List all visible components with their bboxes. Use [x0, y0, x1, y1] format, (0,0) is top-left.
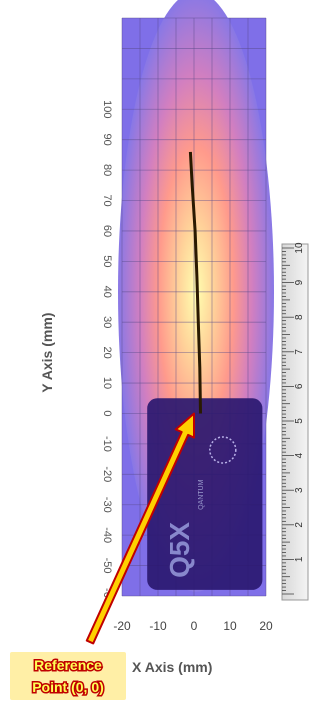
ruler-label: 4	[294, 452, 305, 458]
ruler-label: 1	[294, 556, 305, 562]
ruler-label: 9	[294, 279, 305, 285]
y-axis-title: Y Axis (mm)	[39, 313, 55, 393]
reference-label-line1: Reference	[34, 657, 102, 673]
y-tick-label: 100	[101, 100, 113, 118]
y-tick-label: 90	[101, 134, 113, 146]
x-tick-label: 0	[191, 619, 198, 633]
y-tick-label: 60	[101, 225, 113, 237]
y-tick-label: 0	[101, 410, 113, 416]
x-axis-title: X Axis (mm)	[132, 659, 212, 675]
reference-label-line2: Point (0, 0)	[32, 679, 104, 695]
ruler-label: 3	[294, 487, 305, 493]
y-tick-label: -50	[101, 558, 113, 574]
x-tick-label: -20	[113, 619, 131, 633]
ruler-body	[281, 243, 309, 601]
device-logo: Q5X	[164, 522, 195, 578]
ruler-label: 5	[294, 418, 305, 424]
y-tick-label: 80	[101, 164, 113, 176]
ruler-label: 6	[294, 383, 305, 389]
device-sublabel: QANTUM	[198, 479, 205, 510]
x-tick-label: -10	[149, 619, 167, 633]
reference-annotation: Reference Point (0, 0)	[10, 412, 195, 700]
reference-label-box	[10, 652, 126, 700]
y-tick-label: 70	[101, 194, 113, 206]
device-dial	[209, 436, 237, 464]
ruler-label: 10	[294, 242, 305, 254]
reference-arrow	[85, 412, 195, 645]
y-tick-label: 20	[101, 347, 113, 359]
y-tick-label: -30	[101, 497, 113, 513]
ruler: 1 2 3 4 5 6 7 8 9 10	[281, 242, 309, 601]
x-tick-label: 10	[223, 619, 237, 633]
y-tick-label: -20	[101, 466, 113, 482]
ruler-label: 8	[294, 314, 305, 320]
y-tick-label: -10	[101, 436, 113, 452]
x-tick-label: 20	[259, 619, 273, 633]
y-tick-label: -40	[101, 527, 113, 543]
y-tick-label: 10	[101, 377, 113, 389]
device-trace-line	[188, 151, 202, 414]
ruler-label: 7	[294, 349, 305, 355]
y-tick-label: 50	[101, 255, 113, 267]
device-body: Q5X QANTUM	[147, 398, 263, 590]
x-tick-labels: -20 -10 0 10 20	[113, 619, 273, 633]
ruler-label: 2	[294, 522, 305, 528]
y-tick-label: 30	[101, 316, 113, 328]
y-tick-label: 40	[101, 286, 113, 298]
